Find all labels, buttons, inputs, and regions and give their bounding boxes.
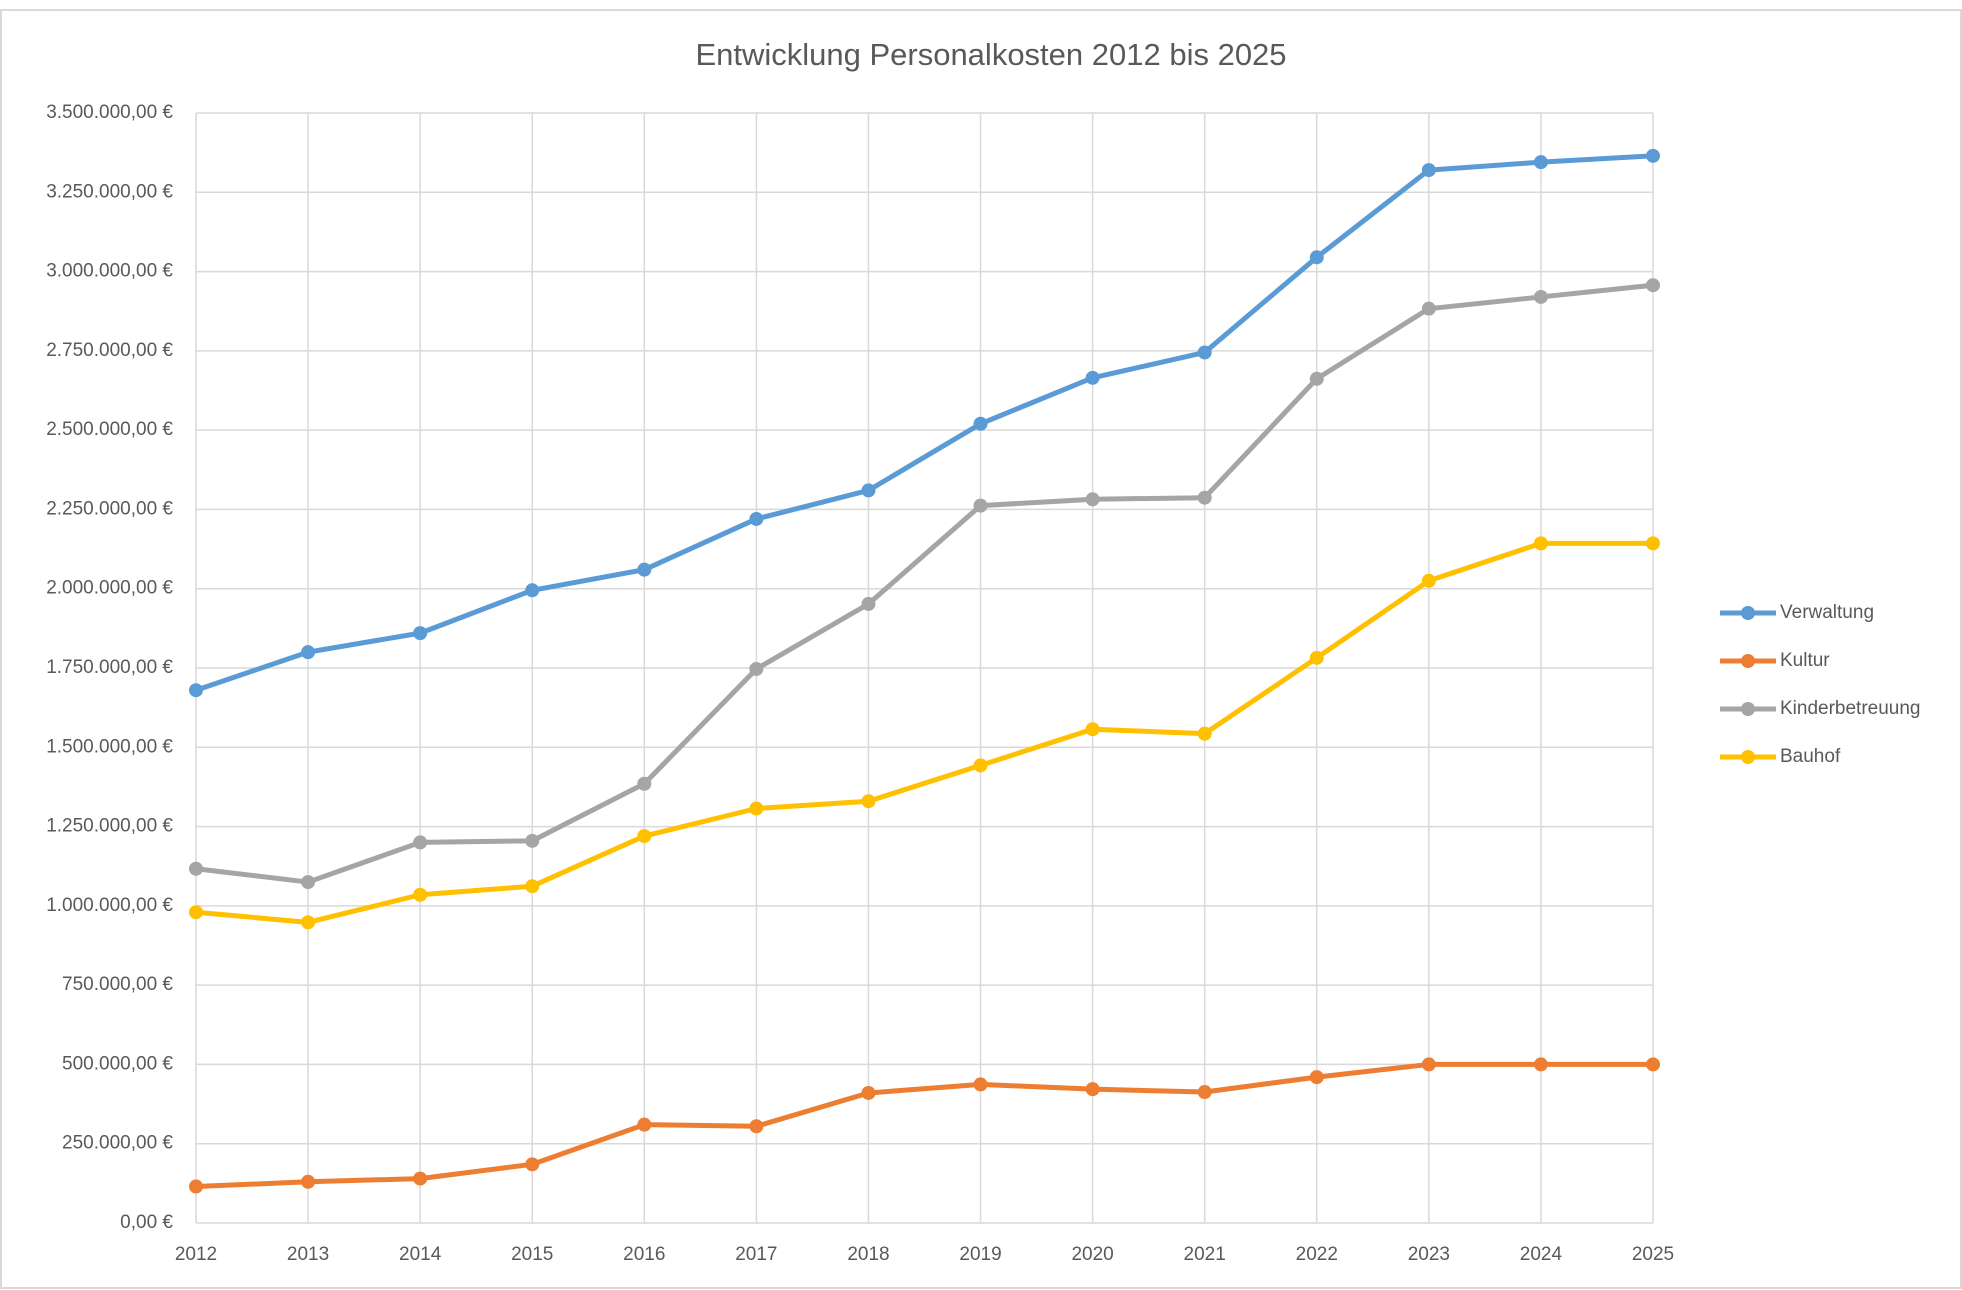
y-tick-label: 1.250.000,00 € [46,816,173,837]
x-tick-label: 2022 [1296,1244,1338,1265]
x-tick-label: 2012 [175,1244,217,1265]
y-tick-label: 3.250.000,00 € [46,181,173,202]
data-point [413,626,428,641]
y-tick-label: 2.250.000,00 € [46,498,173,519]
x-tick-label: 2025 [1632,1244,1674,1265]
data-point [413,1171,428,1186]
data-point [861,596,876,611]
y-tick-label: 3.000.000,00 € [46,261,173,282]
x-tick-label: 2016 [623,1244,665,1265]
data-point [749,1119,764,1134]
data-point [973,1077,988,1092]
data-point [861,483,876,498]
data-point [1085,1082,1100,1097]
data-point [189,1179,203,1194]
data-point [301,875,316,890]
y-tick-label: 500.000,00 € [62,1053,173,1074]
data-point [973,758,988,773]
data-point [1533,536,1548,551]
y-tick-label: 0,00 € [120,1212,173,1233]
x-tick-label: 2021 [1184,1244,1226,1265]
x-tick-label: 2023 [1408,1244,1450,1265]
data-point [637,1117,652,1132]
data-point [637,829,652,844]
data-point [189,861,203,876]
data-point [861,794,876,809]
x-tick-label: 2020 [1071,1244,1113,1265]
y-tick-label: 750.000,00 € [62,974,173,995]
data-point [525,879,540,894]
series-line [195,1061,1653,1190]
y-tick-label: 1.000.000,00 € [46,895,173,916]
data-point [1309,1070,1324,1085]
legend-label: Verwaltung [1780,602,1874,623]
data-point [749,661,764,676]
data-point [973,498,988,513]
y-tick-label: 2.500.000,00 € [46,419,173,440]
data-point [749,511,764,526]
data-point [1646,536,1660,551]
data-point [189,683,203,698]
data-point [1646,1057,1660,1072]
x-tick-label: 2014 [399,1244,442,1265]
y-tick-label: 2.750.000,00 € [46,340,173,361]
chart-title: Entwicklung Personalkosten 2012 bis 2025 [695,37,1286,72]
data-point [189,905,203,920]
legend-label: Bauhof [1780,746,1841,767]
y-tick-label: 1.500.000,00 € [46,736,173,757]
data-point [301,645,316,660]
data-point [1646,148,1660,163]
data-point [1646,278,1660,293]
data-point [1085,722,1100,737]
y-tick-label: 2.000.000,00 € [46,578,173,599]
data-point [1197,1085,1212,1100]
data-point [413,887,428,902]
legend-marker [1741,606,1755,620]
data-point [973,416,988,431]
series-line [195,540,1653,925]
x-tick-label: 2017 [735,1244,777,1265]
data-point [861,1085,876,1100]
data-point [1421,301,1436,316]
data-point [1085,370,1100,385]
data-point [301,1174,316,1189]
data-point [1085,492,1100,507]
x-tick-label: 2013 [287,1244,329,1265]
data-point [1421,1057,1436,1072]
series-line [195,153,1654,693]
y-tick-label: 1.750.000,00 € [46,657,173,678]
data-point [1197,726,1212,741]
data-point [1197,345,1212,360]
data-point [1309,371,1324,386]
data-point [1533,155,1548,170]
x-tick-label: 2024 [1520,1244,1563,1265]
legend-label: Kinderbetreuung [1780,698,1921,719]
data-point [1309,650,1324,665]
x-tick-label: 2018 [847,1244,889,1265]
data-point [1421,163,1436,178]
data-point [637,562,652,577]
data-point [525,1157,540,1172]
legend-label: Kultur [1780,650,1830,671]
legend-marker [1741,750,1755,764]
data-point [525,583,540,598]
legend-marker [1741,654,1755,668]
data-point [1533,1057,1548,1072]
data-point [301,915,316,930]
data-point [1309,250,1324,265]
data-point [413,835,428,850]
data-point [525,833,540,848]
series-line [195,282,1654,885]
y-tick-label: 3.500.000,00 € [46,102,173,123]
x-tick-label: 2015 [511,1244,553,1265]
legend-marker [1741,702,1755,716]
data-point [1197,490,1212,505]
data-point [749,801,764,816]
data-point [637,776,652,791]
x-tick-label: 2019 [959,1244,1001,1265]
y-tick-label: 250.000,00 € [62,1133,173,1154]
data-point [1533,289,1548,304]
data-point [1421,573,1436,588]
